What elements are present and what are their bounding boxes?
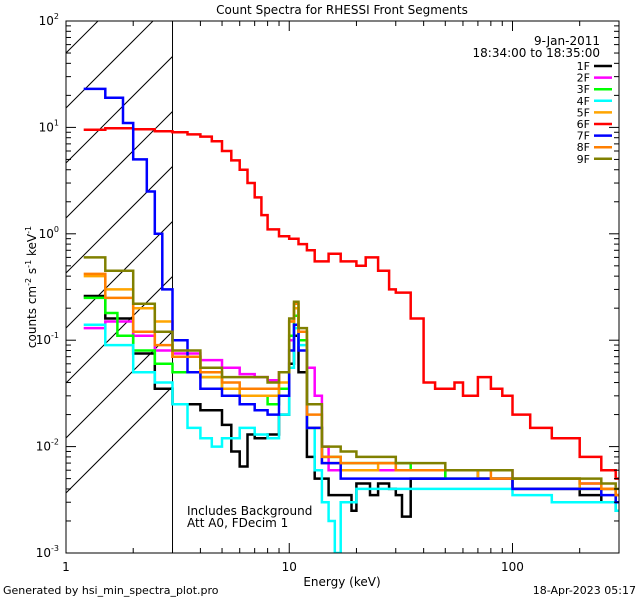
hatch-line (66, 275, 173, 384)
footer-timestamp: 18-Apr-2023 05:17 (533, 584, 636, 597)
time-range-label: 18:34:00 to 18:35:00 (473, 46, 600, 60)
series-line-1F (83, 294, 619, 518)
x-axis-ticks: 1 10 100 (62, 21, 620, 574)
legend-label-7F: 7F (577, 130, 590, 143)
x-axis-label: Energy (keV) (303, 575, 380, 589)
hatch-line (66, 165, 173, 274)
annotation-attenuator: Att A0, FDecim 1 (187, 516, 288, 530)
y-tick-label: 10-2 (36, 438, 59, 454)
legend-label-3F: 3F (577, 83, 590, 96)
legend-label-4F: 4F (577, 95, 590, 108)
chart-title: Count Spectra for RHESSI Front Segments (216, 3, 468, 17)
hatch-line (66, 55, 173, 164)
y-tick-label: 10-1 (36, 331, 59, 347)
excluded-energy-hatch (66, 21, 173, 494)
series-line-8F (83, 272, 619, 497)
date-label: 9-Jan-2011 (534, 34, 600, 48)
footer-generator: Generated by hsi_min_spectra_plot.pro (3, 584, 219, 597)
annotation-background: Includes Background (187, 504, 312, 518)
y-axis-label: counts cm-2 s-1 keV-1 (24, 226, 39, 348)
series-line-9F (83, 256, 619, 491)
legend-label-9F: 9F (577, 153, 590, 166)
legend-label-6F: 6F (577, 118, 590, 131)
y-tick-label: 10-3 (36, 544, 59, 560)
hatch-line (66, 330, 173, 439)
legend-label-2F: 2F (577, 72, 590, 85)
hatch-line (66, 21, 154, 109)
plot-frame (65, 20, 620, 554)
y-tick-label: 100 (39, 225, 59, 241)
y-tick-label: 101 (39, 118, 59, 134)
x-tick-label: 10 (282, 560, 297, 574)
y-tick-label: 102 (39, 12, 59, 28)
series-line-6F (83, 127, 619, 480)
legend-label-5F: 5F (577, 106, 590, 119)
legend-label-1F: 1F (577, 60, 590, 73)
series-line-4F (83, 323, 619, 553)
hatch-line (66, 110, 173, 219)
hatch-line (66, 385, 173, 494)
series-line-3F (83, 296, 619, 504)
legend-label-8F: 8F (577, 141, 590, 154)
x-tick-label: 100 (501, 560, 524, 574)
series-lines (83, 87, 619, 553)
x-tick-label: 1 (62, 560, 70, 574)
hatch-line (66, 220, 173, 329)
y-axis-ticks: 10-3 10-2 10-1 100 101 102 (36, 12, 619, 560)
series-line-7F (83, 87, 619, 504)
